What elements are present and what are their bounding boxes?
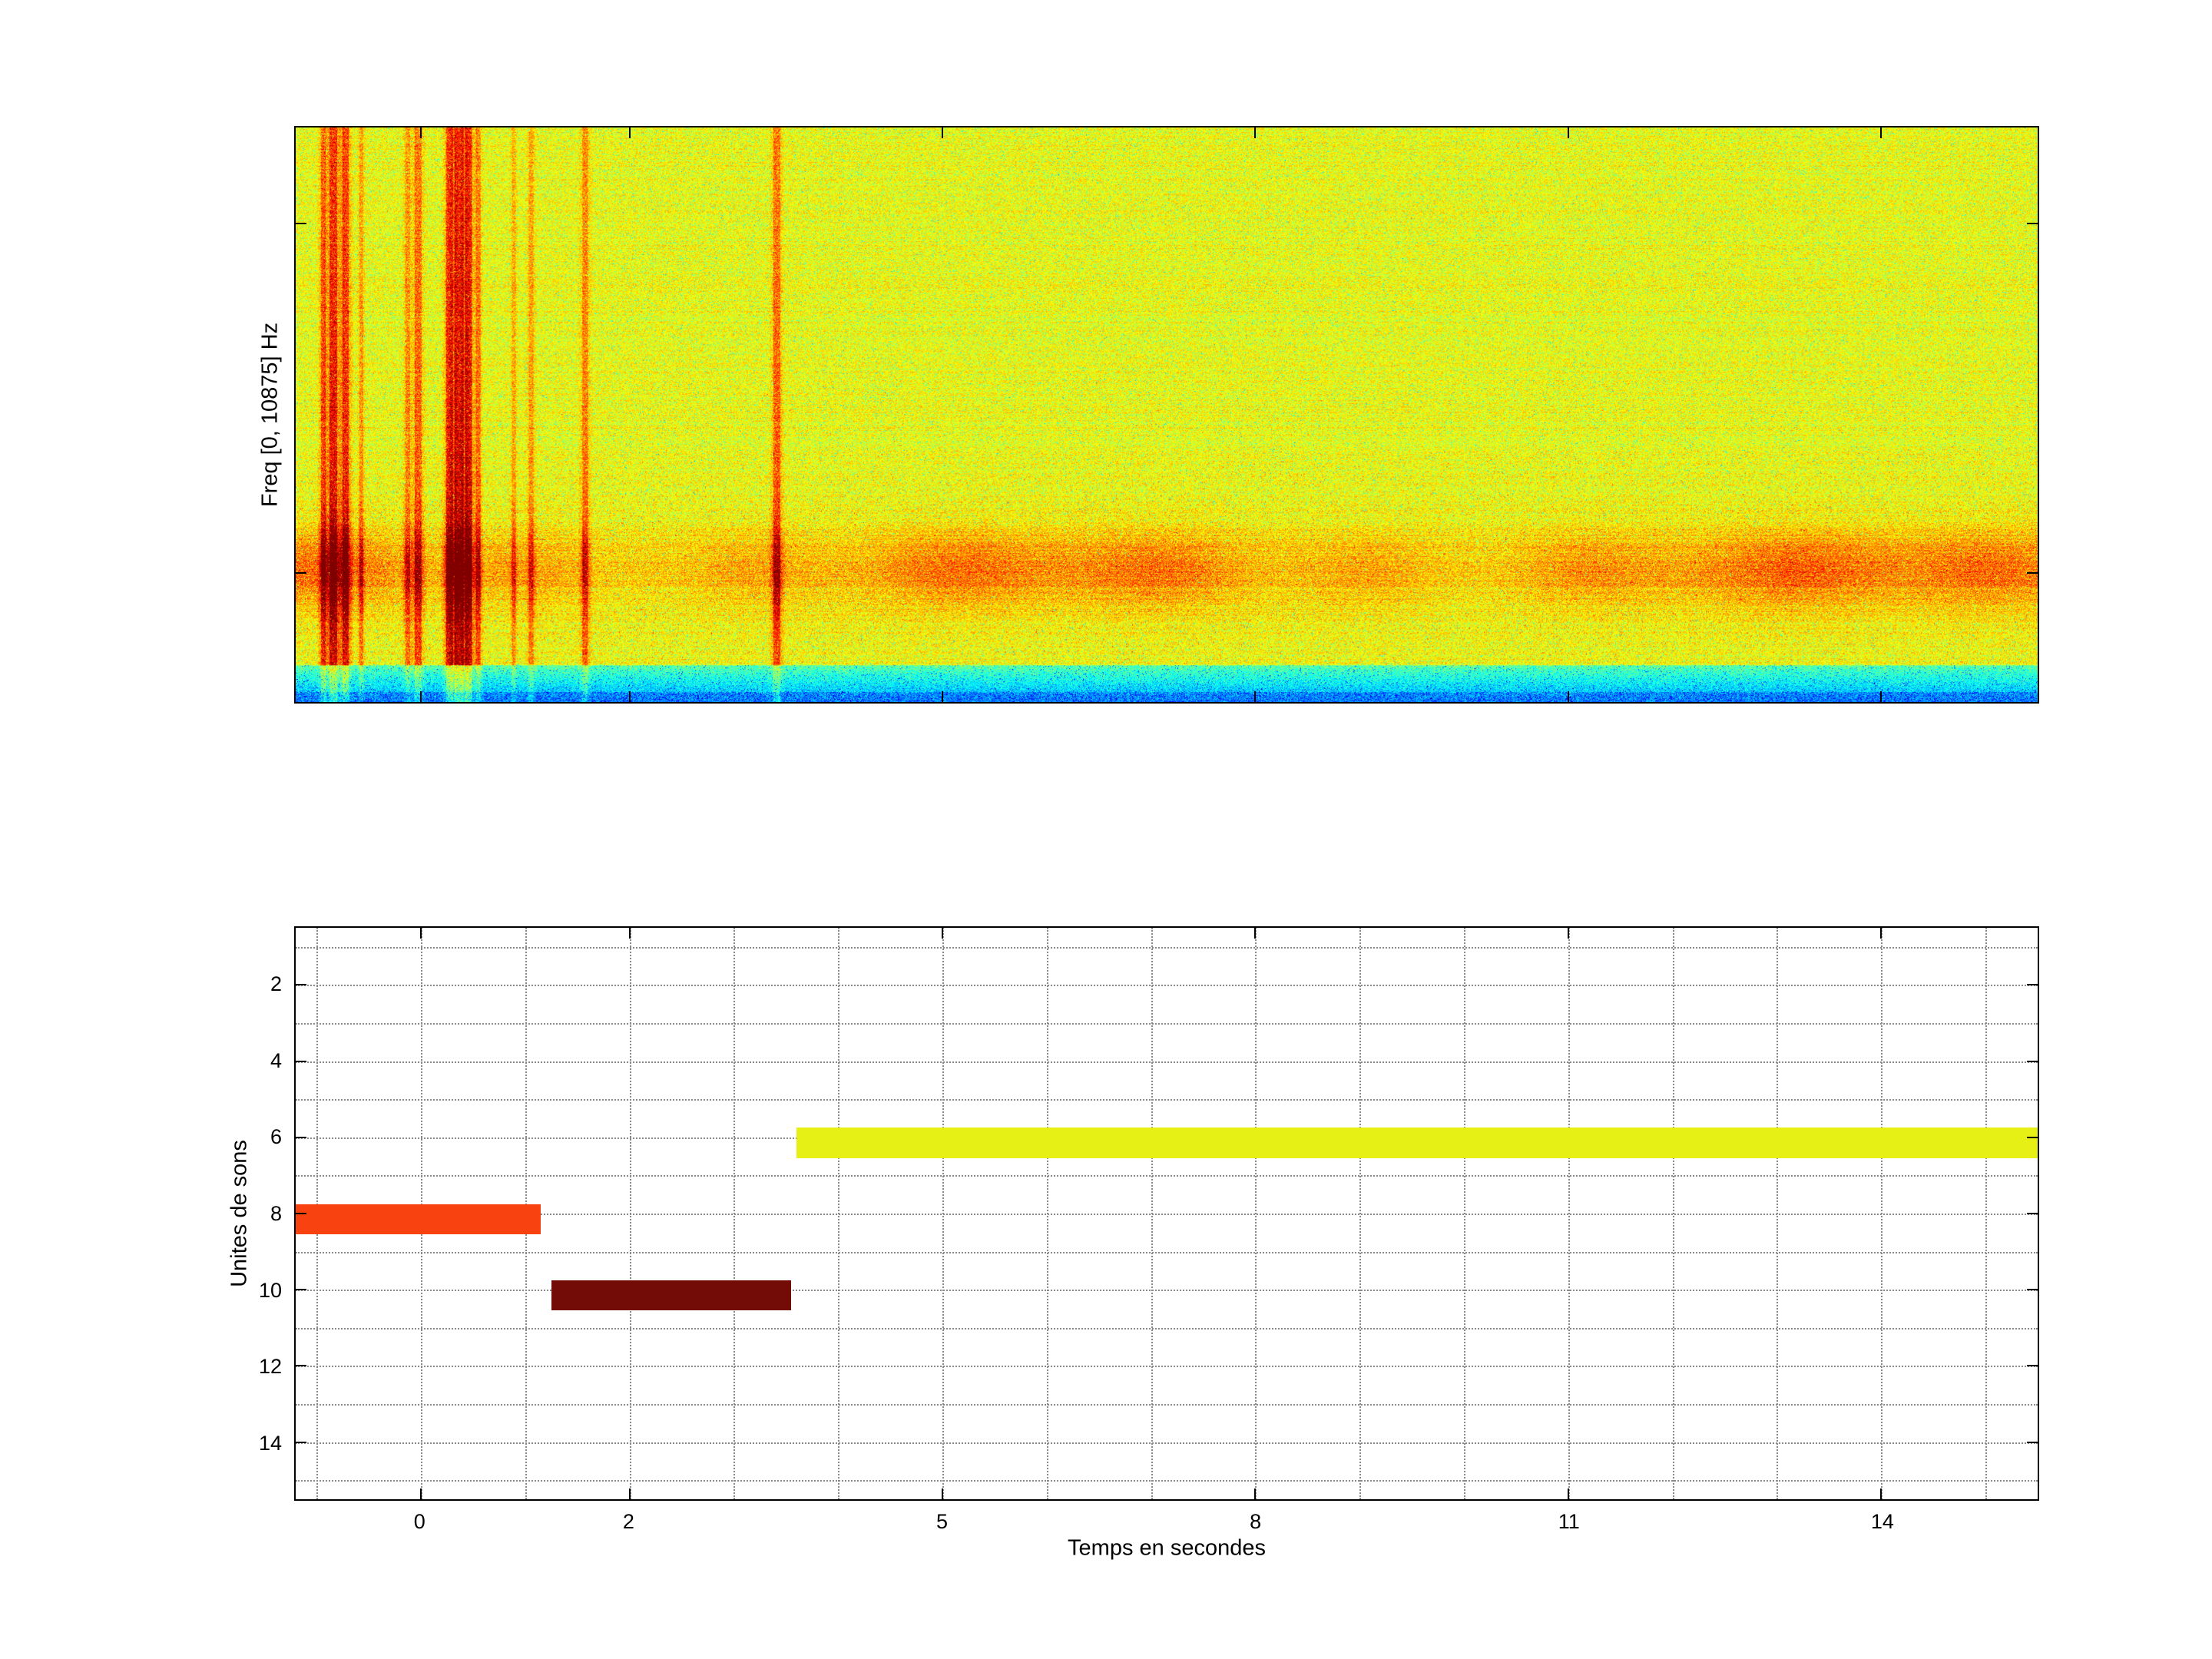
grid-line-horizontal bbox=[296, 1099, 2038, 1101]
grid-line-horizontal bbox=[296, 1214, 2038, 1215]
spectro-x-tick-mark bbox=[1254, 127, 1257, 138]
y-tick-mark bbox=[296, 1441, 306, 1443]
x-tick-label: 5 bbox=[935, 1510, 948, 1533]
spectro-y-tick-mark bbox=[296, 572, 306, 575]
y-tick-label: 12 bbox=[258, 1355, 282, 1379]
y-tick-mark bbox=[2027, 1136, 2038, 1138]
grid-line-horizontal bbox=[296, 1442, 2038, 1444]
y-tick-label: 8 bbox=[270, 1202, 282, 1225]
grid-line-horizontal bbox=[296, 1023, 2038, 1025]
x-tick-mark bbox=[942, 928, 943, 939]
grid-line-horizontal bbox=[296, 1290, 2038, 1292]
spectro-x-tick-mark bbox=[942, 691, 943, 702]
y-tick-mark bbox=[2027, 984, 2038, 986]
grid-line-horizontal bbox=[296, 1061, 2038, 1063]
grid-line-horizontal bbox=[296, 1327, 2038, 1330]
spectro-x-tick-mark bbox=[628, 691, 631, 702]
grid-line-horizontal bbox=[296, 985, 2038, 987]
spectro-y-tick-mark bbox=[2027, 572, 2038, 575]
x-tick-mark bbox=[1254, 1488, 1257, 1499]
grid-line-horizontal bbox=[296, 1404, 2038, 1406]
spectro-x-tick-mark bbox=[628, 127, 631, 138]
y-tick-mark bbox=[296, 1136, 306, 1138]
spectro-y-tick-mark bbox=[2027, 222, 2038, 224]
x-tick-mark bbox=[628, 928, 631, 939]
x-tick-mark bbox=[1880, 928, 1883, 939]
x-tick-mark bbox=[419, 1488, 422, 1499]
x-tick-mark bbox=[1567, 928, 1569, 939]
spectro-x-tick-mark bbox=[1254, 691, 1257, 702]
x-tick-mark bbox=[1880, 1488, 1883, 1499]
spectro-x-tick-mark bbox=[1567, 691, 1569, 702]
spectro-x-tick-mark bbox=[1880, 127, 1883, 138]
timeline-y-tick-labels: 2 4 6 8 10 12 14 bbox=[0, 926, 282, 1501]
spectro-x-tick-mark bbox=[942, 127, 943, 138]
y-tick-mark bbox=[2027, 1213, 2038, 1214]
timeline-axes bbox=[294, 926, 2039, 1501]
y-tick-mark bbox=[2027, 1441, 2038, 1443]
spectrogram-image bbox=[296, 127, 2038, 702]
spectro-x-tick-mark bbox=[1567, 127, 1569, 138]
spectro-x-tick-mark bbox=[419, 127, 422, 138]
y-tick-label: 6 bbox=[270, 1125, 282, 1149]
spectro-x-tick-mark bbox=[1880, 691, 1883, 702]
grid-line-horizontal bbox=[296, 946, 2038, 949]
x-tick-mark bbox=[419, 928, 422, 939]
timeline-y-axis-label: Unites de sons bbox=[227, 1140, 252, 1287]
x-tick-mark bbox=[1567, 1488, 1569, 1499]
y-tick-label: 4 bbox=[270, 1048, 282, 1072]
y-tick-label: 2 bbox=[270, 972, 282, 995]
x-tick-label: 2 bbox=[622, 1510, 634, 1533]
y-tick-mark bbox=[296, 984, 306, 986]
x-tick-label: 14 bbox=[1870, 1510, 1894, 1533]
timeline-bar-sound-unit-6 bbox=[796, 1128, 2038, 1159]
y-tick-label: 14 bbox=[258, 1432, 282, 1455]
y-tick-mark bbox=[2027, 1289, 2038, 1291]
timeline-bar-sound-unit-8 bbox=[296, 1204, 541, 1235]
x-tick-label: 0 bbox=[413, 1510, 426, 1533]
x-tick-mark bbox=[628, 1488, 631, 1499]
y-tick-mark bbox=[296, 1213, 306, 1214]
grid-line-horizontal bbox=[296, 1175, 2038, 1177]
timeline-x-axis-label: Temps en secondes bbox=[1068, 1535, 1266, 1561]
y-tick-mark bbox=[2027, 1365, 2038, 1367]
y-tick-mark bbox=[2027, 1060, 2038, 1062]
timeline-bar-sound-unit-10 bbox=[551, 1280, 792, 1311]
grid-line-horizontal bbox=[296, 1366, 2038, 1368]
spectrogram-y-axis-label: Freq [0, 10875] Hz bbox=[257, 322, 283, 508]
grid-line-horizontal bbox=[296, 1480, 2038, 1482]
x-tick-mark bbox=[1254, 928, 1257, 939]
x-tick-label: 8 bbox=[1250, 1510, 1262, 1533]
y-tick-label: 10 bbox=[258, 1278, 282, 1302]
spectro-y-tick-mark bbox=[296, 222, 306, 224]
x-tick-mark bbox=[942, 1488, 943, 1499]
y-tick-mark bbox=[296, 1060, 306, 1062]
spectrogram-axes bbox=[294, 126, 2039, 704]
y-tick-mark bbox=[296, 1289, 306, 1291]
spectro-x-tick-mark bbox=[419, 691, 422, 702]
y-tick-mark bbox=[296, 1365, 306, 1367]
timeline-x-tick-labels: 0 2 5 8 11 14 bbox=[294, 1508, 2039, 1541]
x-tick-label: 11 bbox=[1558, 1510, 1580, 1533]
grid-line-horizontal bbox=[296, 1251, 2038, 1253]
